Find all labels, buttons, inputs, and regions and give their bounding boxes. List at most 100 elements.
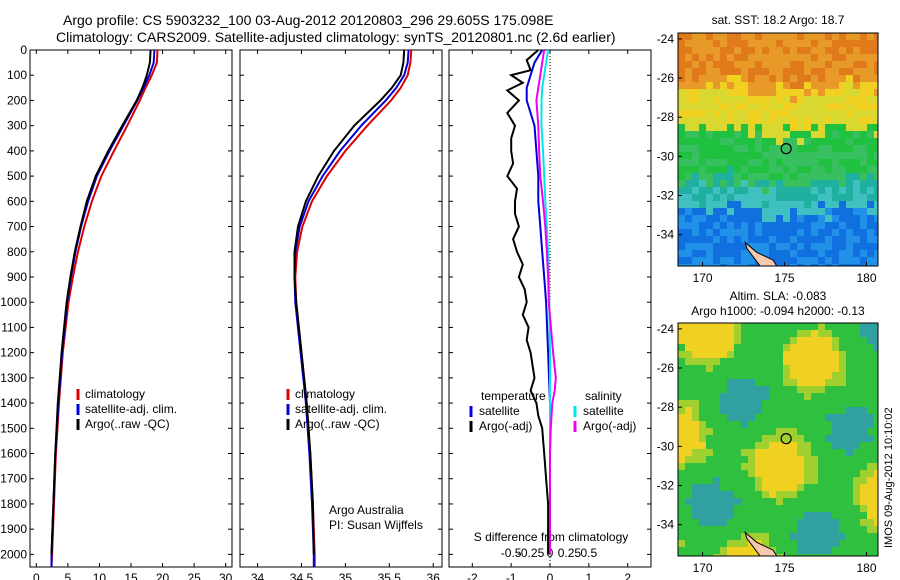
legend-label: Argo(-adj)	[583, 419, 636, 433]
sla-map-chart: 170 175 180 -34 -32 -30 -28 -26 -24 Altim. SLA: -…	[657, 289, 879, 575]
legend-label: satellite-adj. clim.	[295, 402, 387, 416]
x-tick-label: 36	[427, 571, 441, 580]
map-field	[678, 323, 878, 556]
legend-label: satellite-adj. clim.	[85, 402, 177, 416]
y-tick-label: -34	[657, 518, 675, 532]
legend-label: climatology	[85, 387, 145, 401]
x-tick-label: 34	[251, 571, 265, 580]
y-tick-label: 1000	[0, 295, 27, 309]
y-tick-label: -24	[657, 322, 675, 336]
x-tick-label: 34.5	[290, 571, 314, 580]
y-tick-label: 2000	[0, 547, 27, 561]
annotation-text: Argo Australia	[329, 503, 404, 517]
y-tick-label: 1400	[0, 396, 27, 410]
y-tick-label: 1700	[0, 472, 27, 486]
y-tick-label: -32	[657, 189, 675, 203]
x-tick-label: 180	[857, 561, 877, 575]
x-tick-label: 15	[124, 571, 138, 580]
legend-group-title: salinity	[585, 389, 622, 403]
x-tick-label: 1	[586, 571, 593, 580]
y-tick-label: 1100	[1, 320, 27, 334]
x-tick-label: 5	[65, 571, 72, 580]
y-tick-label: 600	[7, 194, 27, 208]
argo-position-marker	[780, 143, 792, 155]
y-tick-label: 500	[7, 169, 27, 183]
figure-title-line2: Climatology: CARS2009. Satellite-adjuste…	[56, 29, 616, 45]
x-tick-label: 180	[857, 271, 877, 285]
land-shape	[744, 241, 778, 266]
plot-frame	[239, 49, 443, 568]
sst-map-chart: 170 175 180 -34 -32 -30 -28 -26 -24 sat. SST: 18.…	[657, 13, 879, 285]
series-line-argo-adj-	[505, 49, 550, 555]
x-tick-label: 175	[775, 561, 795, 575]
legend-label: Argo(-adj)	[479, 419, 532, 433]
x-tick-label: 20	[156, 571, 170, 580]
top-x-tick-label: 0.25	[558, 546, 582, 560]
figure-title-line1: Argo profile: CS 5903232_100 03-Aug-2012…	[63, 12, 553, 28]
y-tick-label: -30	[657, 149, 675, 163]
y-tick-label: 400	[7, 144, 27, 158]
difference-profile-chart: -2 -1 0 1 2-0.5-0.25 0 0.25 0.5S difference fro…	[448, 49, 652, 580]
top-x-tick-label: -0.5	[501, 546, 522, 560]
y-tick-label: -32	[657, 479, 675, 493]
map-frame	[677, 322, 879, 557]
imos-timestamp-label: IMOS 09-Aug-2012 10:10:02	[883, 407, 895, 548]
y-tick-label: -26	[657, 71, 675, 85]
plot-frame	[29, 49, 233, 568]
map-title: Altim. SLA: -0.083	[730, 289, 827, 303]
x-tick-label: 30	[219, 571, 233, 580]
y-tick-label: 1500	[0, 421, 27, 435]
temperature-profile-chart: 0 5 10 15 20 25 300100200300400500600700800900…	[0, 43, 232, 580]
y-tick-label: 700	[7, 220, 27, 234]
legend-label: climatology	[295, 387, 355, 401]
salinity-profile-chart: 3434.53535.536salinityclimatologysatelli…	[239, 49, 443, 580]
map-subtitle: Argo h1000: -0.094 h2000: -0.13	[691, 304, 865, 318]
y-tick-label: 1600	[0, 447, 27, 461]
legend-label: satellite	[583, 404, 624, 418]
x-tick-label: 35.5	[378, 571, 402, 580]
y-tick-label: 100	[7, 68, 27, 82]
y-tick-label: -26	[657, 361, 675, 375]
legend-group-title: temperature	[481, 389, 546, 403]
legend-label: satellite	[479, 404, 520, 418]
y-tick-label: -30	[657, 439, 675, 453]
x-tick-label: 2	[624, 571, 631, 580]
series-line-argo-raw-qc-	[50, 49, 152, 555]
y-tick-label: 0	[20, 43, 27, 57]
argo-position-marker	[780, 433, 792, 445]
y-tick-label: -28	[657, 110, 675, 124]
y-tick-label: 1900	[0, 522, 27, 536]
annotation-text: PI: Susan Wijffels	[329, 518, 423, 532]
y-tick-label: 200	[7, 93, 27, 107]
x-tick-label: 170	[693, 561, 713, 575]
map-field	[678, 33, 878, 266]
map-frame	[677, 32, 879, 267]
x-tick-label: 10	[93, 571, 107, 580]
series-line-satellite	[540, 49, 551, 555]
legend-label: Argo(..raw -QC)	[85, 417, 170, 431]
map-title: sat. SST: 18.2 Argo: 18.7	[712, 13, 845, 27]
y-tick-label: 900	[7, 270, 27, 284]
x-tick-label: -2	[467, 571, 478, 580]
x-tick-label: 170	[693, 271, 713, 285]
x-tick-label: -1	[506, 571, 517, 580]
y-tick-label: -24	[657, 32, 675, 46]
legend-label: Argo(..raw -QC)	[295, 417, 380, 431]
series-line-argo-raw-qc-	[293, 49, 406, 555]
y-tick-label: -28	[657, 400, 675, 414]
land-shape	[744, 531, 778, 556]
x-tick-label: 25	[187, 571, 201, 580]
y-tick-label: 1300	[0, 371, 27, 385]
x-tick-label: 35	[339, 571, 353, 580]
y-tick-label: 800	[7, 245, 27, 259]
y-tick-label: -34	[657, 228, 675, 242]
top-x-tick-label: 0.5	[581, 546, 598, 560]
top-x-tick-label: -0.25	[517, 546, 545, 560]
x-tick-label: 0	[547, 571, 554, 580]
x-tick-label: 0	[33, 571, 40, 580]
y-tick-label: 300	[7, 119, 27, 133]
y-tick-label: 1800	[0, 497, 27, 511]
x-tick-label: 175	[775, 271, 795, 285]
y-tick-label: 1200	[0, 346, 27, 360]
